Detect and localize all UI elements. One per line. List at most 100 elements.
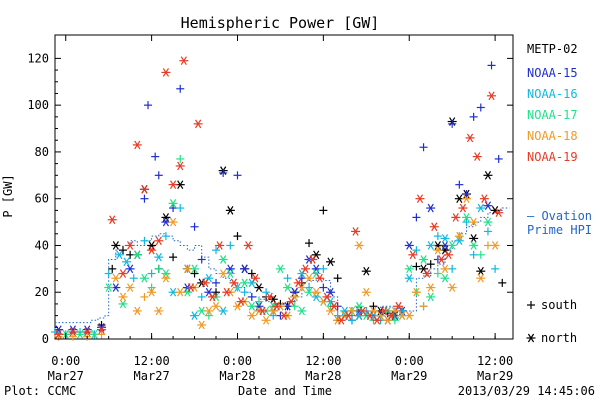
data-point	[286, 297, 296, 306]
data-point	[258, 306, 268, 316]
marker-stroke	[155, 236, 162, 246]
data-point	[218, 269, 228, 278]
data-point	[494, 154, 503, 163]
data-point	[412, 246, 421, 255]
marker-stroke	[241, 264, 248, 274]
marker-stroke	[406, 264, 413, 274]
data-point	[343, 311, 353, 320]
marker-stroke	[112, 283, 119, 292]
marker-stroke	[484, 201, 492, 211]
data-point	[122, 257, 132, 267]
data-point	[125, 241, 135, 250]
data-point	[415, 194, 425, 204]
marker-stroke	[327, 257, 334, 267]
marker-stroke	[227, 269, 234, 278]
data-point	[465, 133, 475, 143]
marker-stroke	[441, 241, 449, 250]
marker-stroke	[474, 152, 481, 161]
data-point	[147, 241, 157, 250]
marker-stroke	[413, 287, 420, 297]
marker-stroke	[434, 245, 441, 255]
marker-stroke	[127, 264, 134, 274]
marker-stroke	[187, 283, 195, 292]
data-point	[293, 278, 303, 288]
data-point	[233, 171, 242, 180]
marker-stroke	[316, 273, 323, 283]
marker-stroke	[388, 311, 395, 320]
data-point	[354, 241, 364, 250]
data-point	[461, 194, 471, 204]
data-point	[283, 274, 292, 283]
data-point	[190, 222, 199, 231]
data-point	[361, 287, 371, 297]
data-point	[404, 273, 414, 283]
legend-entry: NOAA-15	[527, 66, 578, 80]
data-point	[305, 239, 314, 248]
data-point	[404, 311, 414, 320]
marker-stroke	[84, 327, 91, 337]
data-point	[498, 278, 507, 287]
data-point	[218, 306, 228, 316]
marker-stroke	[441, 264, 449, 274]
marker-stroke	[441, 234, 449, 243]
data-point	[161, 213, 171, 222]
data-point	[279, 311, 289, 320]
marker-stroke	[280, 311, 288, 320]
marker-stroke	[424, 269, 431, 278]
data-point	[386, 311, 396, 320]
marker-stroke	[313, 287, 320, 297]
marker-stroke	[263, 315, 270, 325]
marker-stroke	[284, 283, 291, 292]
data-point	[154, 264, 163, 273]
ovation-label-2: Prime HPI	[527, 223, 592, 237]
data-point	[419, 143, 428, 152]
marker-stroke	[345, 311, 352, 320]
marker-stroke	[427, 241, 434, 250]
marker-stroke	[69, 327, 76, 337]
data-point	[108, 264, 117, 273]
series-noaa-18	[54, 194, 500, 341]
marker-stroke	[169, 287, 177, 297]
marker-stroke	[373, 315, 381, 325]
data-point	[469, 112, 478, 121]
series-noaa-16	[51, 203, 500, 339]
data-point	[290, 292, 300, 302]
y-axis-label: P [GW]	[1, 174, 15, 217]
marker-stroke	[109, 215, 116, 225]
marker-stroke	[470, 217, 477, 227]
marker-stroke	[305, 273, 313, 283]
data-point	[222, 287, 232, 297]
marker-stroke	[356, 301, 363, 311]
marker-stroke	[55, 329, 62, 339]
data-point	[197, 292, 206, 301]
marker-stroke	[456, 194, 463, 204]
marker-stroke	[169, 199, 177, 208]
marker-stroke	[484, 217, 492, 227]
marker-stroke	[191, 311, 198, 320]
data-point	[361, 266, 371, 276]
data-point	[240, 264, 250, 274]
y-tick-label: 120	[27, 51, 49, 65]
data-point	[111, 241, 121, 250]
marker-stroke	[198, 320, 205, 330]
marker-stroke	[162, 68, 170, 77]
data-point	[351, 227, 361, 236]
marker-stroke	[220, 255, 227, 264]
data-point	[455, 180, 464, 189]
data-point	[132, 250, 142, 260]
data-point	[226, 241, 235, 250]
marker-legend-symbol	[526, 333, 536, 343]
footer-timestamp: 2013/03/29 14:45:06	[458, 384, 595, 398]
data-point	[469, 217, 479, 227]
marker-stroke	[477, 273, 484, 283]
marker-stroke	[449, 241, 456, 250]
data-point	[193, 119, 203, 129]
data-point	[262, 288, 271, 297]
data-point	[118, 246, 127, 255]
data-point	[408, 250, 418, 260]
data-point	[97, 330, 106, 339]
marker-stroke	[177, 287, 184, 297]
data-point	[447, 241, 457, 250]
marker-stroke	[141, 273, 148, 283]
